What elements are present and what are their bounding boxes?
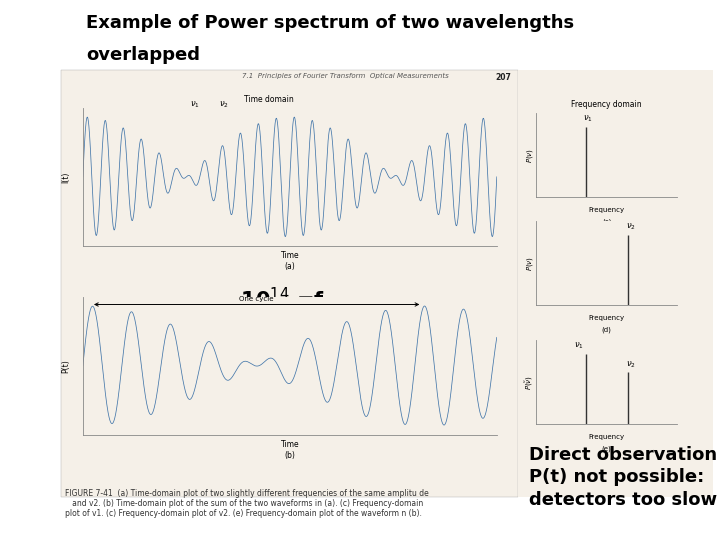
Text: Frequency domain: Frequency domain	[571, 100, 642, 109]
Y-axis label: $P(\tilde{\nu})$: $P(\tilde{\nu})$	[523, 375, 535, 389]
Text: $\nu_2$: $\nu_2$	[626, 360, 635, 370]
Text: Example of Power spectrum of two wavelengths: Example of Power spectrum of two wavelen…	[86, 14, 575, 31]
Text: One cycle: One cycle	[240, 296, 274, 302]
Text: $\nu_1$: $\nu_1$	[583, 114, 593, 124]
Text: Frequency: Frequency	[588, 434, 625, 440]
Text: Time: Time	[281, 440, 299, 449]
Text: (b): (b)	[284, 451, 295, 460]
Text: Time: Time	[281, 251, 299, 260]
Y-axis label: $P(\nu)$: $P(\nu)$	[525, 148, 535, 163]
Text: Frequency: Frequency	[588, 315, 625, 321]
Text: Frequency: Frequency	[588, 207, 625, 213]
Text: (d): (d)	[602, 327, 611, 333]
Text: I(t): I(t)	[61, 171, 71, 183]
Text: Time domain: Time domain	[244, 96, 294, 105]
Y-axis label: $P(\nu)$: $P(\nu)$	[525, 256, 535, 271]
FancyBboxPatch shape	[61, 70, 518, 497]
Text: $\nu_2$: $\nu_2$	[219, 99, 228, 110]
Text: $\nu_1$: $\nu_1$	[189, 99, 199, 110]
Text: $\nu_1$: $\nu_1$	[574, 341, 583, 351]
Text: 207: 207	[495, 73, 511, 82]
Text: (c): (c)	[602, 219, 611, 225]
Text: (a): (a)	[284, 262, 295, 271]
Text: ~10$^{14}$ =f: ~10$^{14}$ =f	[222, 287, 325, 312]
Text: P(t): P(t)	[61, 359, 71, 373]
Text: FIGURE 7-41  (a) Time-domain plot of two slightly different frequencies of the s: FIGURE 7-41 (a) Time-domain plot of two …	[65, 489, 428, 518]
FancyBboxPatch shape	[518, 70, 713, 497]
Text: 7.1  Principles of Fourier Transform  Optical Measurements: 7.1 Principles of Fourier Transform Opti…	[242, 73, 449, 79]
Text: overlapped: overlapped	[86, 46, 200, 64]
Text: (e): (e)	[602, 446, 611, 452]
Text: $\nu_2$: $\nu_2$	[626, 222, 635, 232]
Text: Direct observation of
P(t) not possible:
detectors too slow: Direct observation of P(t) not possible:…	[529, 446, 720, 509]
